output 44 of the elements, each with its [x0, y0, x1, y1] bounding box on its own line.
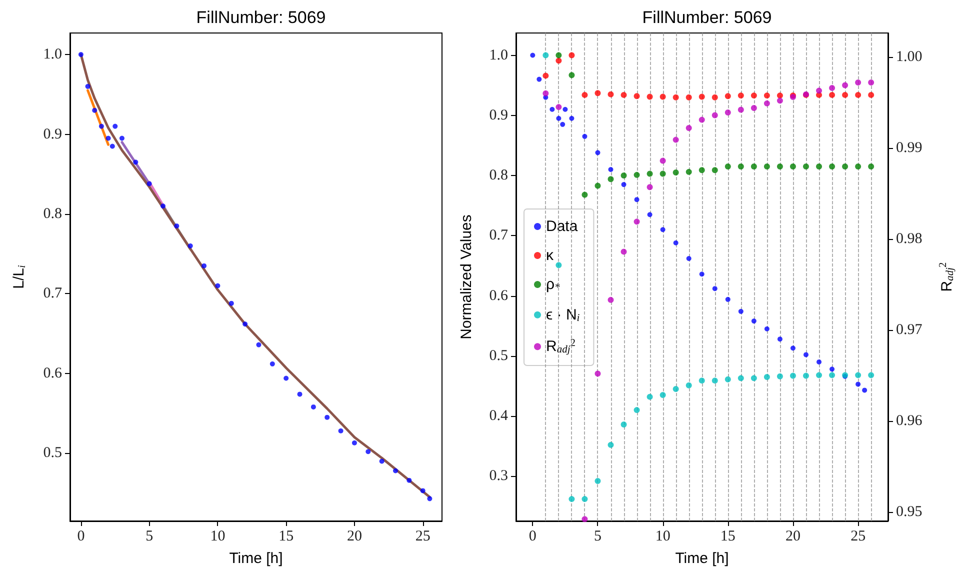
x-tick-label: 25	[850, 528, 866, 544]
y-tick-label: 0.6	[43, 365, 62, 382]
x-tick-label: 0	[77, 528, 85, 544]
legend-label: ρ*	[546, 276, 561, 294]
legend-label: Radj2	[546, 338, 576, 356]
y-axis-title: Normalized Values	[458, 214, 475, 340]
chart-title: FillNumber: 5069	[196, 8, 326, 27]
legend-label: Data	[546, 218, 578, 235]
x-tick-label: 25	[415, 528, 430, 544]
x-tick-label: 0	[528, 528, 536, 544]
y2-axis-title: Radj2	[938, 262, 956, 292]
y-tick-label: 1.0	[43, 46, 62, 63]
x-tick-label: 15	[278, 528, 294, 544]
y-tick-label: 0.3	[489, 468, 508, 484]
y2-tick-label: 0.98	[896, 230, 922, 247]
legend-label: ϵ · Ni	[546, 306, 580, 324]
y2-tick-label: 0.99	[896, 140, 922, 156]
x-tick-label: 5	[594, 528, 602, 544]
y2-tick-label: 0.97	[896, 322, 923, 338]
y2-tick-label: 0.96	[896, 412, 923, 429]
y2-tick-label: 1.00	[896, 49, 922, 66]
x-tick-label: 15	[720, 528, 736, 544]
x-axis-title: Time [h]	[229, 550, 283, 567]
y-tick-label: 0.6	[489, 288, 508, 304]
x-tick-label: 10	[210, 528, 226, 544]
y-tick-label: 0.7	[489, 228, 508, 244]
y-tick-label: 0.9	[43, 126, 62, 142]
legend-label: κ	[546, 247, 554, 264]
y-tick-label: 0.9	[489, 107, 508, 124]
x-tick-label: 20	[785, 528, 800, 544]
y-axis-title: L/Li	[10, 265, 28, 289]
x-tick-label: 5	[146, 528, 154, 544]
x-tick-label: 20	[346, 528, 362, 544]
y-tick-label: 1.0	[489, 47, 508, 64]
x-tick-label: 10	[655, 528, 670, 544]
y2-tick-label: 0.95	[896, 504, 922, 520]
y-tick-label: 0.8	[489, 168, 508, 184]
y-tick-label: 0.4	[489, 408, 508, 424]
y-tick-label: 0.7	[43, 286, 62, 302]
chart-title: FillNumber: 5069	[642, 8, 772, 27]
y-tick-label: 0.5	[43, 445, 62, 462]
y-tick-label: 0.5	[489, 348, 508, 364]
y-tick-label: 0.8	[43, 206, 62, 222]
x-axis-title: Time [h]	[675, 550, 729, 567]
